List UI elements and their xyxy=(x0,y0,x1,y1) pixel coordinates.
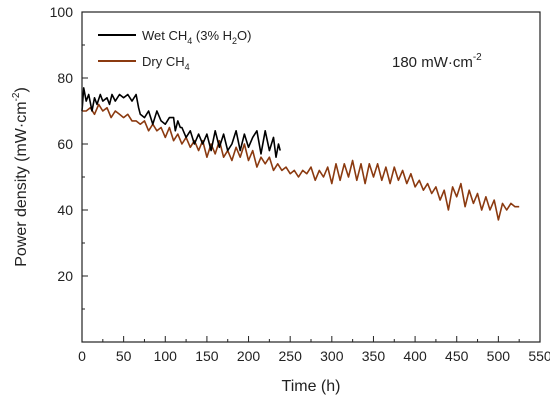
x-tick-label: 200 xyxy=(237,348,261,364)
plot-frame xyxy=(81,11,541,343)
annotation-current-density: 180 mW·cm-2 xyxy=(392,52,482,71)
x-tick-label: 50 xyxy=(116,348,132,364)
x-tick-label: 550 xyxy=(528,348,550,364)
y-tick-label: 80 xyxy=(57,70,73,86)
series-line-wet-ch4 xyxy=(81,87,281,158)
legend-label-dry: Dry CH4 xyxy=(142,54,190,72)
y-tick-label: 60 xyxy=(57,136,73,152)
x-tick-label: 100 xyxy=(154,348,178,364)
y-tick-label: 100 xyxy=(50,4,74,20)
x-tick-label: 250 xyxy=(279,348,303,364)
legend: Wet CH4 (3% H2O) Dry CH4 xyxy=(98,28,251,72)
x-tick-label: 300 xyxy=(320,348,344,364)
x-tick-label: 150 xyxy=(195,348,219,364)
x-tick-label: 400 xyxy=(403,348,427,364)
y-tick-label: 20 xyxy=(57,268,73,284)
x-tick-label: 350 xyxy=(362,348,386,364)
series-group xyxy=(81,87,520,221)
y-axis-title: Power density (mW·cm-2) xyxy=(11,87,30,267)
x-tick-label: 500 xyxy=(487,348,511,364)
legend-label-wet: Wet CH4 (3% H2O) xyxy=(142,28,251,46)
x-tick-label: 0 xyxy=(78,348,86,364)
x-axis-title: Time (h) xyxy=(282,378,341,395)
tick-labels: 0 50 100 150 200 250 300 350 400 450 500 550 20 40 60 8… xyxy=(50,4,550,364)
y-tick-label: 40 xyxy=(57,202,73,218)
series-line-dry-ch4 xyxy=(82,103,520,221)
x-tick-label: 450 xyxy=(445,348,469,364)
